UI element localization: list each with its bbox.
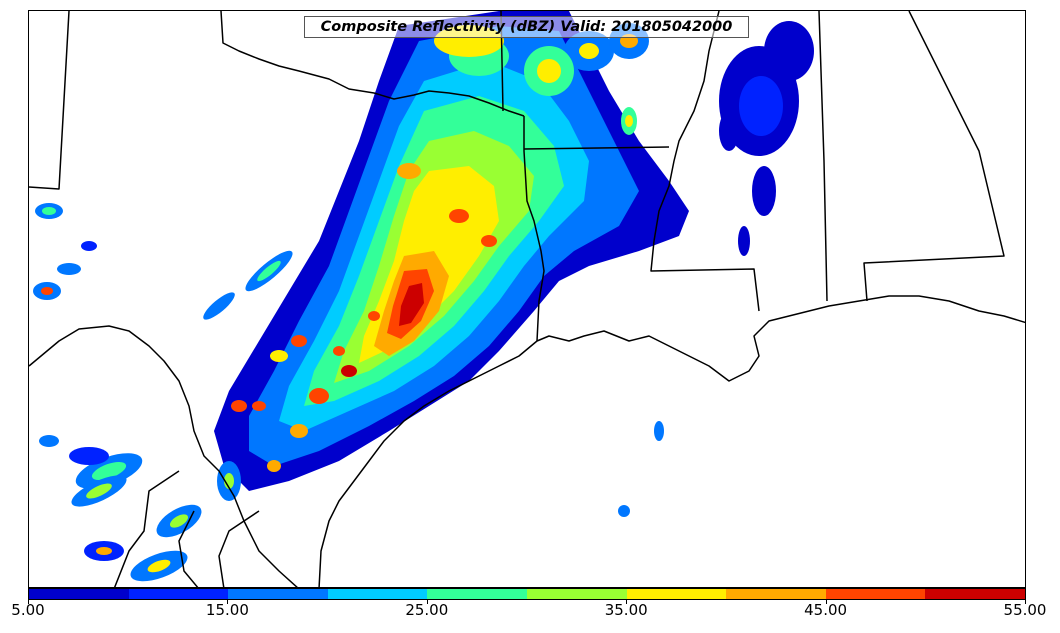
state-border-al-ga [863,11,1005,302]
state-border-ms-al [818,11,828,302]
echo-scattered-cells [33,21,814,582]
colorbar-segment-1 [128,589,229,599]
colorbar-segment-9 [925,589,1025,599]
state-border-tx-ok [220,11,525,117]
echo-core-darkred [399,283,424,326]
state-border-ar-la [523,146,670,150]
colorbar-segment-7 [726,589,826,599]
coastline-gulf [536,295,1025,382]
colorbar [28,588,1026,600]
mexico-state-line [113,470,180,587]
colorbar-tick-label: 35.00 [604,601,648,619]
colorbar-segment-8 [825,589,926,599]
colorbar-tick [426,600,428,604]
boundary-layer [29,11,1025,587]
colorbar-tick-label: 25.00 [405,601,449,619]
radar-echo-layer [33,11,814,582]
colorbar-segment-6 [626,589,727,599]
colorbar-tick [626,600,628,604]
reflectivity-map [29,11,1025,587]
colorbar-tick-label: 55.00 [1003,601,1047,619]
colorbar-tick [1025,600,1026,604]
state-border-nm-tx [29,11,70,190]
map-frame [28,10,1026,588]
border-us-mexico [29,325,298,587]
mexico-state-line-2 [178,510,199,587]
mexico-state-line-3 [218,510,260,587]
colorbar-segment-5 [526,589,627,599]
colorbar-tick [28,600,29,604]
coastline-texas [318,340,538,587]
colorbar-tick-label: 45.00 [804,601,848,619]
colorbar-tick-label: 5.00 [11,601,45,619]
colorbar-segment-2 [228,589,328,599]
state-border-tx-la [523,116,545,342]
colorbar-segment-3 [327,589,428,599]
colorbar-tick [227,600,229,604]
colorbar-segment-4 [427,589,527,599]
colorbar-segment-0 [29,589,129,599]
map-title: Composite Reflectivity (dBZ) Valid: 2018… [304,16,749,38]
colorbar-tick [825,600,827,604]
colorbar-tick-label: 15.00 [205,601,249,619]
state-border-mississippi-river [650,11,760,312]
